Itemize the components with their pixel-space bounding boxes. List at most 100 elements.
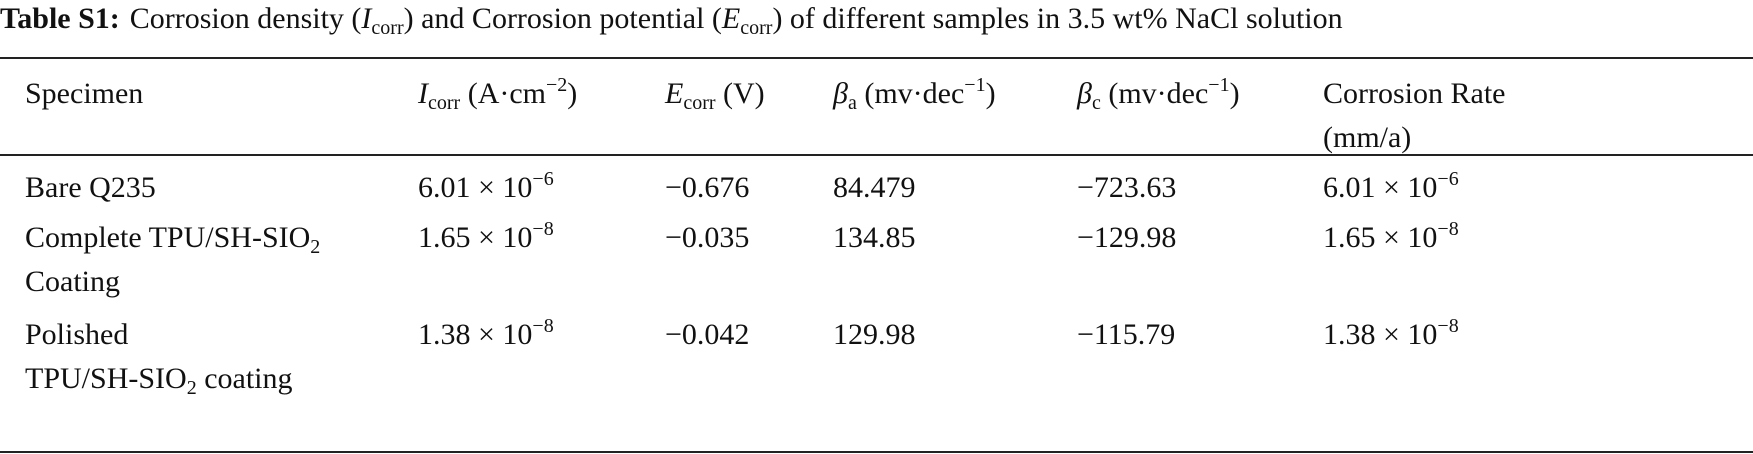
text: −115.79 <box>1077 318 1176 351</box>
cell-line: −723.63 <box>1077 166 1176 210</box>
text: ) and Corrosion potential ( <box>403 2 722 35</box>
text: 1.38 × 10 <box>418 318 533 351</box>
superscript: −6 <box>532 168 554 190</box>
superscript: −8 <box>532 218 554 240</box>
superscript: −8 <box>532 315 554 337</box>
table-cell: Complete TPU/SH-SIO2 Coating <box>25 216 320 304</box>
text: 6.01 × 10 <box>418 171 533 204</box>
text: (mv·dec <box>1100 77 1209 110</box>
cell-line: −129.98 <box>1077 216 1176 260</box>
top-rule <box>0 57 1753 59</box>
cell-line: 6.01 × 10−6 <box>418 166 554 210</box>
cell-line: −115.79 <box>1077 313 1175 357</box>
table-cell: −0.676 <box>665 166 749 210</box>
table-cell: 1.38 × 10−8 <box>1323 313 1459 357</box>
header-cell: Corrosion Rate (mm/a) <box>1323 72 1505 160</box>
cell-line: 1.65 × 10−8 <box>418 216 554 260</box>
text: 1.65 × 10 <box>1323 221 1438 254</box>
text: −0.042 <box>665 318 750 351</box>
subscript: 2 <box>310 236 321 258</box>
symbol: E <box>665 77 684 110</box>
cell-line: 1.38 × 10−8 <box>418 313 554 357</box>
cell-line: βc (mv·dec−1) <box>1077 72 1240 116</box>
subscript: corr <box>683 92 716 114</box>
superscript: −6 <box>1437 168 1459 190</box>
header-cell: Icorr (A·cm−2) <box>418 72 577 116</box>
text: −0.676 <box>665 171 750 204</box>
subscript: 2 <box>186 377 197 399</box>
text: coating <box>196 362 293 395</box>
symbol: E <box>721 2 741 35</box>
text: ) of different samples in 3.5 wt% NaCl s… <box>772 2 1343 35</box>
text: ) <box>985 77 996 110</box>
bottom-rule <box>0 451 1753 453</box>
text: Specimen <box>25 77 144 110</box>
cell-line: 134.85 <box>833 216 916 260</box>
cell-line: Polished <box>25 313 293 357</box>
text: (mm/a) <box>1323 121 1412 154</box>
superscript: −2 <box>546 74 568 96</box>
superscript: −1 <box>964 74 986 96</box>
table-cell: 84.479 <box>833 166 916 210</box>
cell-line: −0.035 <box>665 216 749 260</box>
table-cell: 1.38 × 10−8 <box>418 313 554 357</box>
table-cell: −129.98 <box>1077 216 1176 260</box>
cell-line: 84.479 <box>833 166 916 210</box>
subscript: a <box>847 92 857 114</box>
text: −723.63 <box>1077 171 1177 204</box>
cell-line: Corrosion Rate <box>1323 72 1505 116</box>
text: 134.85 <box>833 221 916 254</box>
cell-line: (mm/a) <box>1323 116 1505 160</box>
header-rule <box>0 154 1753 156</box>
text: (A·cm <box>460 77 546 110</box>
header-cell: Ecorr (V) <box>665 72 765 116</box>
symbol: β <box>1077 77 1092 110</box>
cell-line: 129.98 <box>833 313 916 357</box>
superscript: −8 <box>1437 218 1459 240</box>
table-cell: 1.65 × 10−8 <box>1323 216 1459 260</box>
text: Corrosion Rate <box>1323 77 1506 110</box>
cell-line: −0.042 <box>665 313 749 357</box>
subscript: corr <box>740 17 773 39</box>
text: 1.38 × 10 <box>1323 318 1438 351</box>
text: 129.98 <box>833 318 916 351</box>
table-cell: 1.65 × 10−8 <box>418 216 554 260</box>
subscript: corr <box>428 92 461 114</box>
table-cell: 129.98 <box>833 313 916 357</box>
text: TPU/SH-SIO <box>25 362 187 395</box>
superscript: −1 <box>1208 74 1230 96</box>
text: 6.01 × 10 <box>1323 171 1438 204</box>
text: (mv·dec <box>856 77 965 110</box>
symbol: I <box>418 77 428 110</box>
cell-line: Bare Q235 <box>25 166 156 210</box>
text: −0.035 <box>665 221 750 254</box>
table-cell: Bare Q235 <box>25 166 156 210</box>
table-cell: 6.01 × 10−6 <box>1323 166 1459 210</box>
text: (V) <box>715 77 765 110</box>
text: ) <box>1229 77 1240 110</box>
cell-line: Ecorr (V) <box>665 72 765 116</box>
cell-line: Icorr (A·cm−2) <box>418 72 577 116</box>
symbol: I <box>361 2 372 35</box>
table-cell: −0.035 <box>665 216 749 260</box>
table-cell: 6.01 × 10−6 <box>418 166 554 210</box>
text: −129.98 <box>1077 221 1177 254</box>
subscript: corr <box>371 17 404 39</box>
header-cell: βc (mv·dec−1) <box>1077 72 1240 116</box>
text: Complete TPU/SH-SIO <box>25 221 311 254</box>
cell-line: βa (mv·dec−1) <box>833 72 996 116</box>
cell-line: 1.65 × 10−8 <box>1323 216 1459 260</box>
cell-line: TPU/SH-SIO2 coating <box>25 357 293 401</box>
cell-line: −0.676 <box>665 166 749 210</box>
caption-label: Table S1: <box>0 2 120 35</box>
superscript: −8 <box>1437 315 1459 337</box>
cell-line: Coating <box>25 260 320 304</box>
text: Coating <box>25 265 120 298</box>
subscript: c <box>1091 92 1101 114</box>
header-cell: Specimen <box>25 72 143 116</box>
text: ) <box>567 77 578 110</box>
table-cell: −0.042 <box>665 313 749 357</box>
table-cell: −723.63 <box>1077 166 1176 210</box>
text: Corrosion density ( <box>129 2 362 35</box>
